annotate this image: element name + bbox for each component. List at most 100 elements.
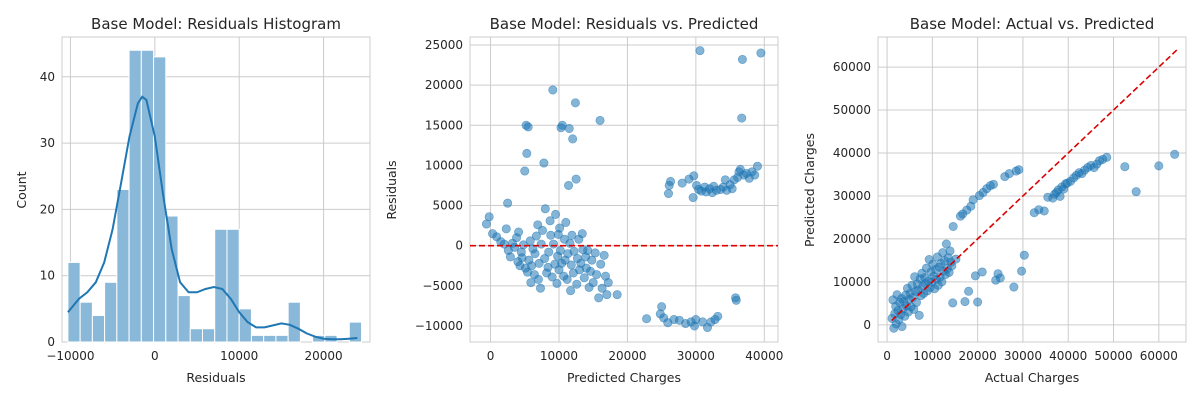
y-tick-label: 0 (47, 335, 55, 349)
kde-curve (67, 95, 358, 341)
x-tick-label: 20000 (304, 349, 342, 363)
scatter-point (577, 229, 587, 239)
scatter-point (505, 252, 515, 262)
actual-vs-predicted-y-label: Predicted Charges (802, 133, 817, 247)
scatter-point (677, 178, 687, 188)
scatter-point (531, 231, 541, 241)
scatter-point (1154, 161, 1164, 171)
scatter-point (549, 239, 559, 249)
scatter-point (1120, 162, 1130, 172)
scatter-point (1039, 206, 1049, 216)
residuals-panel: 0 10000 20000 30000 40000 −10000 −5000 0 5000 100… (384, 15, 783, 385)
x-tick-label: 20000 (959, 349, 997, 363)
x-tick-label: 50000 (1094, 349, 1132, 363)
identity-reference-line (891, 49, 1178, 322)
scatter-point (1131, 187, 1141, 197)
histogram-bar (79, 301, 93, 343)
histogram-bar (348, 321, 363, 343)
scatter-point (737, 113, 747, 123)
scatter-point (897, 322, 907, 332)
scatter-point (546, 230, 556, 240)
x-tick-label: 0 (487, 349, 495, 363)
scatter-point (539, 158, 549, 168)
scatter-point (570, 98, 580, 108)
scatter-point (526, 278, 536, 288)
scatter-point (688, 193, 698, 203)
scatter-point (583, 246, 593, 256)
scatter-point (947, 261, 957, 271)
y-tick-label: 10 (40, 269, 55, 283)
scatter-point (977, 267, 987, 277)
scatter-point (594, 293, 604, 303)
x-tick-label: 0 (151, 349, 159, 363)
scatter-point (731, 295, 741, 305)
x-tick-label: −10000 (46, 349, 94, 363)
x-tick-label: 20000 (608, 349, 646, 363)
scatter-point (945, 246, 955, 256)
scatter-point (968, 195, 978, 205)
histogram-bar (226, 228, 240, 343)
scatter-point (973, 297, 983, 307)
scatter-point (603, 278, 613, 288)
scatter-point (501, 224, 511, 234)
scatter-point (1009, 282, 1019, 292)
scatter-point (713, 311, 723, 321)
residuals-y-label: Residuals (384, 160, 399, 219)
histogram-bar (275, 334, 289, 343)
scatter-point (535, 283, 545, 293)
scatter-point (566, 286, 576, 296)
y-tick-label: 5000 (432, 199, 463, 213)
scatter-point (911, 297, 921, 307)
scatter-point (657, 302, 667, 312)
scatter-point (514, 227, 524, 237)
x-tick-label: 60000 (1140, 349, 1178, 363)
scatter-point (562, 274, 572, 284)
scatter-point (571, 174, 581, 184)
scatter-point (564, 124, 574, 134)
y-tick-label: 50000 (833, 103, 871, 117)
scatter-point (544, 247, 554, 257)
histogram-bar (177, 295, 191, 343)
y-tick-label: 0 (863, 318, 871, 332)
x-tick-label: 10000 (540, 349, 578, 363)
scatter-point (538, 225, 548, 235)
scatter-point (914, 310, 924, 320)
scatter-point (970, 271, 980, 281)
scatter-point (666, 176, 676, 186)
x-tick-label: 10000 (220, 349, 258, 363)
histogram-y-label: Count (14, 171, 29, 208)
scatter-point (602, 290, 612, 300)
y-tick-label: 10000 (833, 275, 871, 289)
histogram-bar (287, 301, 301, 343)
scatter-point (1170, 149, 1180, 159)
scatter-point (995, 273, 1005, 283)
scatter-point (590, 248, 600, 258)
y-tick-label: 60000 (833, 60, 871, 74)
scatter-point (960, 297, 970, 307)
scatter-point (561, 217, 571, 227)
actual-vs-predicted-points (887, 149, 1180, 333)
scatter-point (587, 255, 597, 265)
scatter-point (523, 122, 533, 132)
scatter-point (579, 273, 589, 283)
scatter-point (536, 239, 546, 249)
y-tick-label: 30000 (833, 189, 871, 203)
residuals-tick-labels: 0 10000 20000 30000 40000 −10000 −5000 0 5000 100… (415, 38, 784, 363)
scatter-point (1019, 250, 1029, 260)
scatter-point (1014, 165, 1024, 175)
scatter-point (530, 249, 540, 259)
scatter-point (568, 134, 578, 144)
x-tick-label: 30000 (677, 349, 715, 363)
scatter-point (727, 184, 737, 194)
scatter-point (756, 48, 766, 58)
histogram-bar (263, 334, 277, 343)
scatter-point (592, 270, 602, 280)
scatter-point (689, 171, 699, 181)
scatter-point (948, 298, 958, 308)
scatter-point (533, 274, 543, 284)
scatter-point (522, 148, 532, 158)
y-tick-label: −5000 (422, 279, 463, 293)
